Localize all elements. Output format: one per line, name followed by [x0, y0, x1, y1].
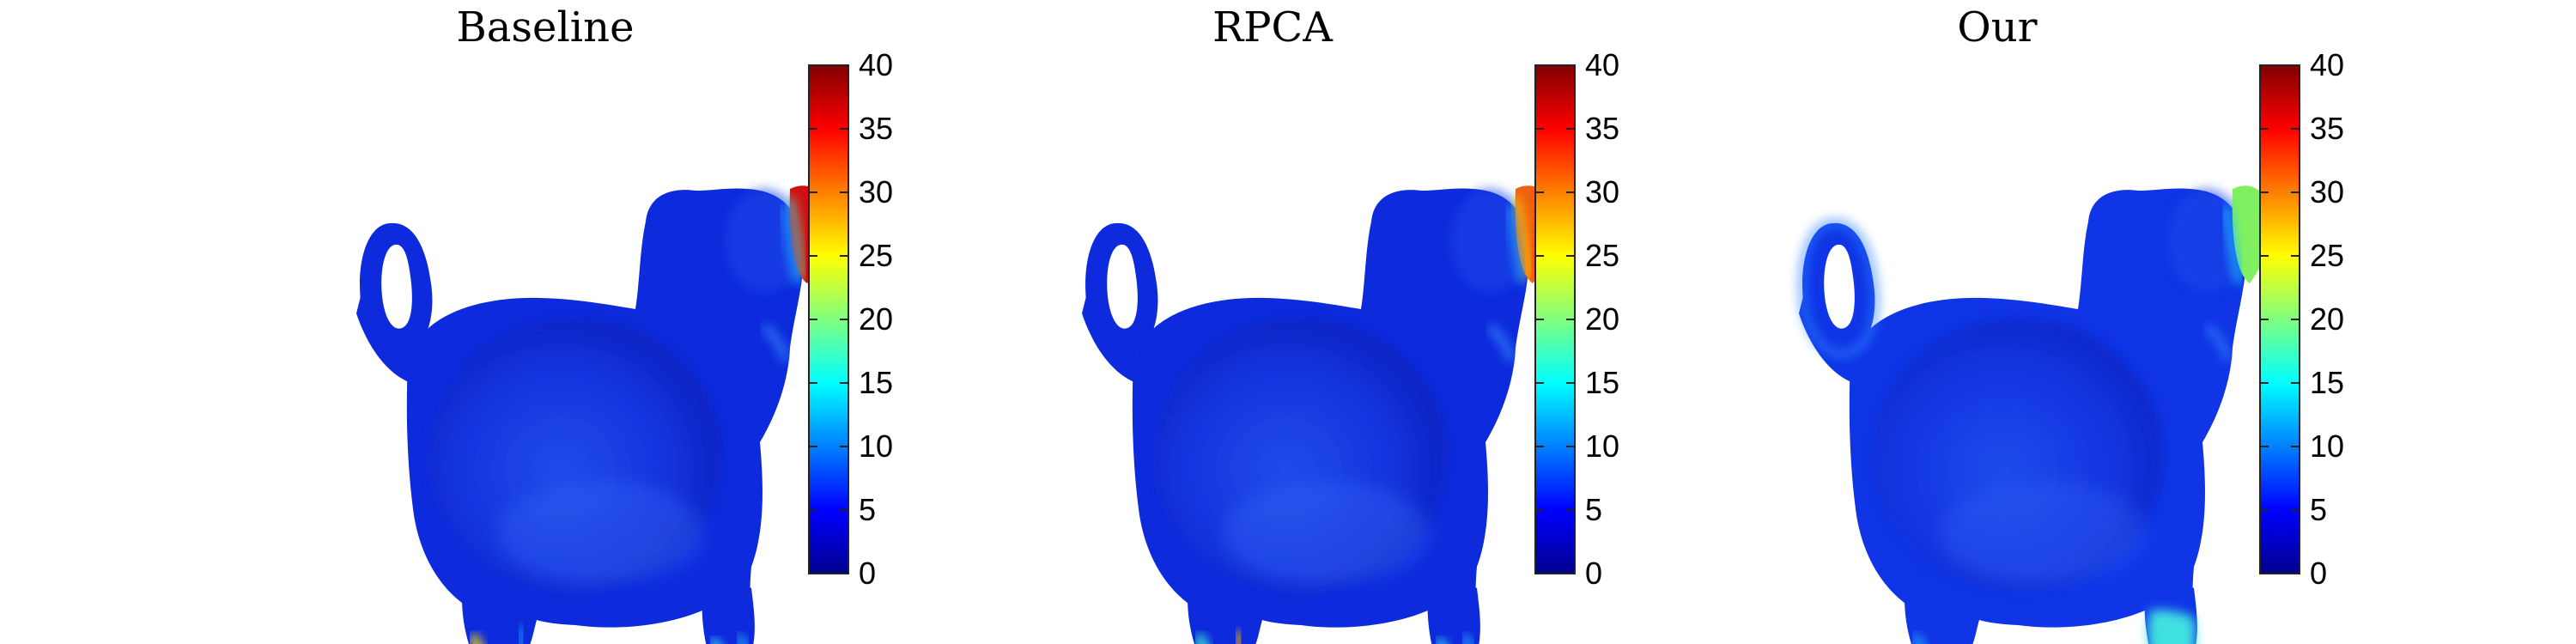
colorbar-tick-label: 35	[2310, 111, 2344, 146]
colorbar-tick-label: 20	[2310, 301, 2344, 337]
colorbar-tick-label: 40	[2310, 47, 2344, 82]
colorbar-tick-label: 30	[859, 174, 893, 210]
panel-baseline: Baseline 0 5 10 15 20 25 30 35 40	[356, 3, 893, 644]
panel-our: Our 0 5 10 15 20 25 30 35 40	[1798, 3, 2344, 644]
panel-rpca: RPCA 0 5 10 15 20 25 30 35 40	[1082, 3, 1619, 644]
colorbar-tick-label: 25	[2310, 238, 2344, 273]
colorbar-tick-label: 35	[859, 111, 893, 146]
panel-title: Our	[1957, 3, 2037, 52]
colorbar-tick-label: 10	[859, 428, 893, 464]
colorbar-tick-label: 20	[859, 301, 893, 337]
colorbar-tick-label: 40	[859, 47, 893, 82]
colorbar-tick-label: 35	[1585, 111, 1619, 146]
colorbar-tick-label: 5	[859, 492, 876, 527]
colorbar-tick-label: 0	[2310, 556, 2327, 591]
colorbar-our: 0 5 10 15 20 25 30 35 40	[2259, 47, 2344, 591]
pig-mesh-baseline	[356, 185, 829, 644]
colorbar-tick-label: 20	[1585, 301, 1619, 337]
colorbar-tick-label: 25	[859, 238, 893, 273]
pig-mesh-rpca	[1082, 185, 1555, 644]
colorbar-tick-label: 30	[2310, 174, 2344, 210]
colorbar-tick-label: 25	[1585, 238, 1619, 273]
panel-title: RPCA	[1212, 3, 1334, 52]
colorbar-tick-label: 15	[1585, 365, 1619, 400]
colorbar-tick-label: 30	[1585, 174, 1619, 210]
colorbar-baseline: 0 5 10 15 20 25 30 35 40	[808, 47, 893, 591]
colorbar-tick-label: 40	[1585, 47, 1619, 82]
colorbar-tick-label: 15	[2310, 365, 2344, 400]
colorbar-rpca: 0 5 10 15 20 25 30 35 40	[1534, 47, 1619, 591]
colorbar-tick-label: 10	[1585, 428, 1619, 464]
pig-mesh-our	[1798, 185, 2272, 644]
colorbar-tick-label: 0	[859, 556, 876, 591]
panel-title: Baseline	[457, 3, 635, 52]
colorbar-tick-label: 10	[2310, 428, 2344, 464]
colorbar-tick-label: 5	[2310, 492, 2327, 527]
colorbar-tick-label: 15	[859, 365, 893, 400]
colorbar-tick-label: 0	[1585, 556, 1602, 591]
colorbar-tick-label: 5	[1585, 492, 1602, 527]
